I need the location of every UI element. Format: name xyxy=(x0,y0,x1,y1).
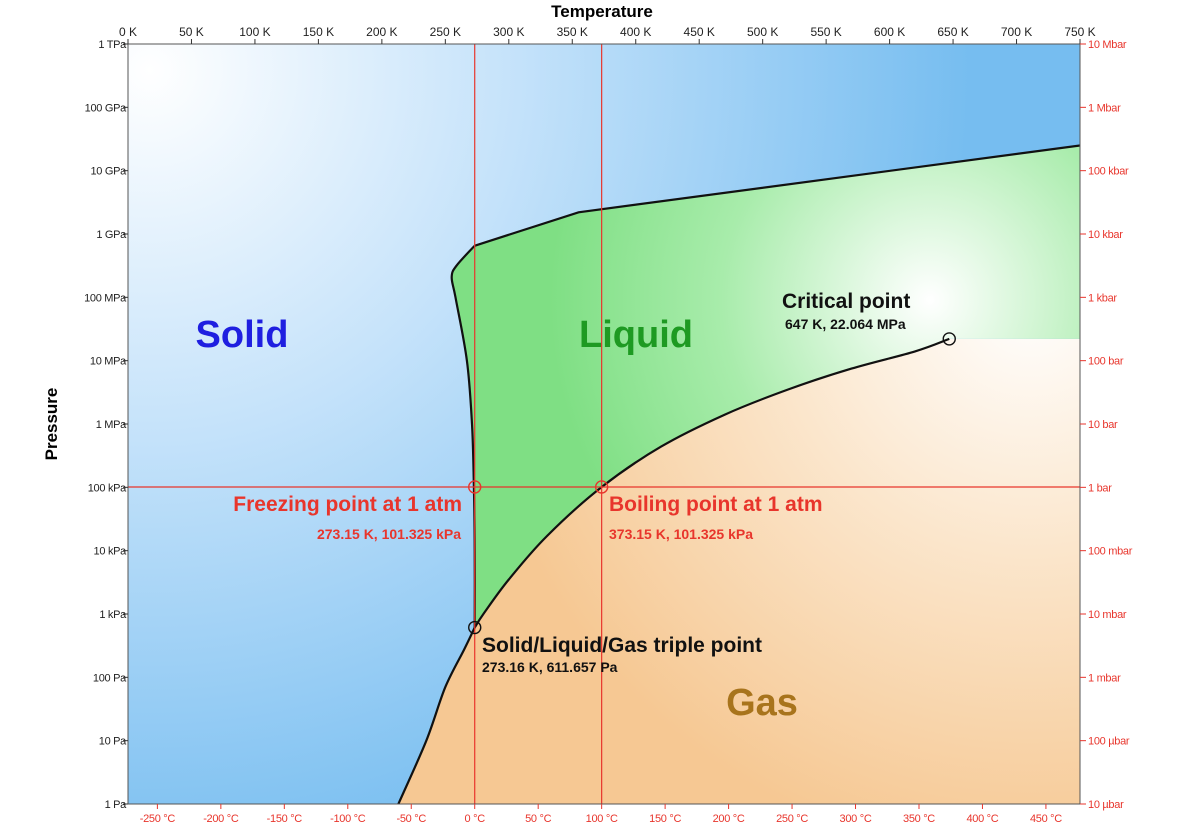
kelvin-tick-label: 300 K xyxy=(493,25,524,39)
pascal-tick-label: 10 GPa xyxy=(90,166,127,178)
celsius-tick-label: 150 °C xyxy=(649,813,681,825)
kelvin-tick-label: 400 K xyxy=(620,25,651,39)
triple-point-marker xyxy=(468,620,482,635)
pascal-tick-label: 10 MPa xyxy=(90,356,127,368)
pascal-tick-label: 1 Pa xyxy=(105,799,128,811)
kelvin-tick-label: 750 K xyxy=(1064,25,1095,39)
pascal-tick-label: 100 kPa xyxy=(88,482,127,494)
kelvin-tick-label: 650 K xyxy=(937,25,968,39)
bar-tick-label: 100 kbar xyxy=(1088,166,1129,178)
pascal-tick-label: 10 Pa xyxy=(99,736,127,748)
kelvin-axis: 0 K 50 K 100 K 150 K 200 K 250 K 300 K 350 K 400… xyxy=(119,25,1096,44)
kelvin-tick-label: 600 K xyxy=(874,25,905,39)
kelvin-tick-label: 550 K xyxy=(810,25,841,39)
pascal-tick-label: 1 MPa xyxy=(96,419,127,431)
bar-tick-label: 1 mbar xyxy=(1088,672,1121,684)
kelvin-tick-label: 350 K xyxy=(557,25,588,39)
celsius-axis: -250 °C -200 °C -150 °C -100 °C -50 °C 0 °C 50… xyxy=(140,804,1063,825)
boiling-point-marker xyxy=(594,480,609,494)
bar-tick-label: 10 mbar xyxy=(1088,609,1127,621)
celsius-tick-label: 50 °C xyxy=(525,813,551,825)
celsius-tick-label: 200 °C xyxy=(713,813,745,825)
kelvin-tick-label: 700 K xyxy=(1001,25,1032,39)
reference-lines xyxy=(128,44,1080,804)
kelvin-tick-label: 200 K xyxy=(366,25,397,39)
pascal-tick-label: 100 MPa xyxy=(84,292,127,304)
pascal-tick-label: 1 TPa xyxy=(98,39,127,51)
celsius-tick-label: -250 °C xyxy=(140,813,176,825)
critical-point-marker xyxy=(942,332,956,346)
bar-tick-label: 100 mbar xyxy=(1088,546,1133,558)
celsius-tick-label: 0 °C xyxy=(465,813,486,825)
sublimation-curve xyxy=(397,627,476,804)
triple-point-title: Solid/Liquid/Gas triple point xyxy=(482,634,762,657)
bar-tick-label: 10 µbar xyxy=(1088,799,1124,811)
kelvin-tick-label: 150 K xyxy=(303,25,334,39)
bar-tick-label: 1 bar xyxy=(1088,482,1112,494)
pascal-tick-label: 100 GPa xyxy=(85,102,128,114)
boiling-point-detail: 373.15 K, 101.325 kPa xyxy=(609,526,753,542)
liquid-label: Liquid xyxy=(579,314,693,356)
kelvin-tick-label: 100 K xyxy=(239,25,270,39)
bar-tick-label: 1 Mbar xyxy=(1088,102,1121,114)
gas-label: Gas xyxy=(726,682,798,724)
y-axis-title: Pressure xyxy=(42,388,61,461)
bar-tick-label: 1 kbar xyxy=(1088,292,1117,304)
pascal-tick-label: 10 kPa xyxy=(94,546,128,558)
pascal-tick-label: 1 GPa xyxy=(96,229,127,241)
point-markers xyxy=(468,332,956,635)
bar-tick-label: 10 bar xyxy=(1088,419,1118,431)
kelvin-tick-label: 50 K xyxy=(179,25,204,39)
boiling-point-title: Boiling point at 1 atm xyxy=(609,493,823,516)
celsius-tick-label: 450 °C xyxy=(1030,813,1062,825)
bar-tick-label: 10 Mbar xyxy=(1088,39,1127,51)
bar-tick-label: 100 µbar xyxy=(1088,736,1130,748)
freezing-point-title: Freezing point at 1 atm xyxy=(233,493,462,516)
kelvin-tick-label: 500 K xyxy=(747,25,778,39)
bar-axis: 10 µbar 100 µbar 1 mbar 10 mbar 100 mbar 1 ba… xyxy=(1080,39,1133,811)
pascal-tick-label: 1 kPa xyxy=(99,609,127,621)
kelvin-tick-label: 0 K xyxy=(119,25,137,39)
critical-point-title: Critical point xyxy=(782,290,910,313)
liquid-region xyxy=(451,145,1080,628)
vaporization-curve xyxy=(473,337,950,629)
critical-point-detail: 647 K, 22.064 MPa xyxy=(785,316,906,332)
bar-tick-label: 10 kbar xyxy=(1088,229,1123,241)
gas-region xyxy=(398,338,1080,804)
kelvin-tick-label: 450 K xyxy=(684,25,715,39)
pascal-axis: 1 Pa 10 Pa 100 Pa 1 kPa 10 kPa 100 kPa 1 MPa 10… xyxy=(84,39,128,811)
freezing-point-marker xyxy=(468,480,482,494)
solid-label: Solid xyxy=(196,314,289,356)
kelvin-tick-label: 250 K xyxy=(430,25,461,39)
celsius-tick-label: 300 °C xyxy=(840,813,872,825)
pascal-tick-label: 100 Pa xyxy=(93,672,127,684)
celsius-tick-label: 250 °C xyxy=(776,813,808,825)
melting-curve-high-pressure xyxy=(474,144,1080,247)
x-axis-title: Temperature xyxy=(551,2,653,21)
celsius-tick-label: -150 °C xyxy=(267,813,303,825)
celsius-tick-label: 350 °C xyxy=(903,813,935,825)
freezing-point-detail: 273.15 K, 101.325 kPa xyxy=(317,526,461,542)
phase-boundaries xyxy=(397,144,1080,804)
celsius-tick-label: -50 °C xyxy=(397,813,427,825)
triple-point-detail: 273.16 K, 611.657 Pa xyxy=(482,659,618,675)
celsius-tick-label: 100 °C xyxy=(586,813,618,825)
celsius-tick-label: -100 °C xyxy=(330,813,366,825)
celsius-tick-label: 400 °C xyxy=(966,813,998,825)
celsius-tick-label: -200 °C xyxy=(203,813,239,825)
bar-tick-label: 100 bar xyxy=(1088,356,1124,368)
